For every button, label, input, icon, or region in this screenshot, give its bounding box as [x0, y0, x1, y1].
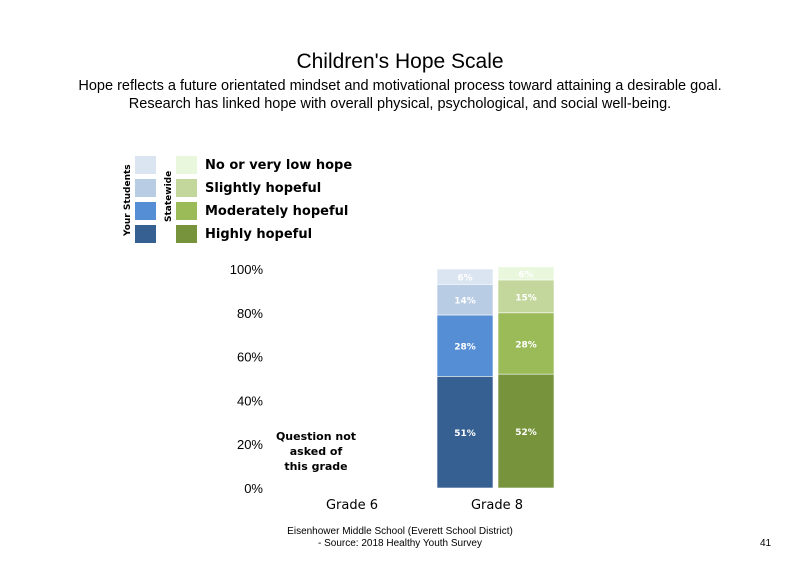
page-number: 41	[760, 538, 772, 549]
bar-segment	[436, 284, 494, 316]
y-tick-label: 20%	[237, 437, 263, 452]
subtitle-line: Hope reflects a future orientated mindse…	[78, 78, 722, 94]
legend-swatch-statewide-none	[176, 156, 197, 174]
footer-source-line: - Source: 2018 Healthy Youth Survey	[318, 538, 482, 549]
x-tick-label: Grade 6	[326, 498, 378, 513]
annotation-text: Question not	[276, 430, 356, 443]
bar-segment	[436, 268, 494, 285]
data-label: 6%	[457, 274, 472, 284]
bar-segment	[497, 266, 555, 281]
legend-swatch-your-students-moderately	[135, 202, 156, 220]
annotation-text: asked of	[290, 445, 343, 458]
legend-swatch-your-students-slightly	[135, 179, 156, 197]
data-label: 52%	[515, 428, 537, 438]
legend-swatch-statewide-highly	[176, 225, 197, 243]
legend-swatch-statewide-moderately	[176, 202, 197, 220]
data-label: 15%	[515, 293, 537, 303]
x-tick-label: Grade 8	[471, 498, 523, 513]
data-label: 28%	[454, 343, 476, 353]
data-label: 14%	[454, 297, 476, 307]
page-title: Children's Hope Scale	[296, 50, 504, 73]
footer-school: Eisenhower Middle School (Everett School…	[287, 526, 513, 537]
subtitle-line: Research has linked hope with overall ph…	[128, 95, 672, 112]
footer-source: Eisenhower Middle School (Everett School…	[250, 526, 550, 550]
page-subtitle: Hope reflects a future orientated mindse…	[50, 78, 750, 113]
annotation-text: this grade	[284, 460, 347, 473]
legend-item-moderately-hopeful: Moderately hopeful	[205, 204, 349, 219]
y-tick-label: 100%	[230, 262, 264, 277]
legend-item-no-or-very-low-hope: No or very low hope	[205, 158, 353, 173]
legend-item-slightly-hopeful: Slightly hopeful	[205, 181, 322, 196]
bar-segment	[497, 279, 555, 314]
bar-segment	[497, 312, 555, 375]
bar-segment	[436, 314, 494, 377]
data-label: 28%	[515, 340, 537, 350]
y-tick-label: 40%	[237, 393, 263, 408]
data-label: 51%	[454, 429, 476, 439]
legend-swatch-your-students-highly	[135, 225, 156, 243]
y-tick-label: 0%	[244, 481, 263, 496]
y-tick-label: 80%	[237, 306, 263, 321]
legend-swatch-your-students-none	[135, 156, 156, 174]
y-tick-label: 60%	[237, 350, 263, 365]
data-label: 6%	[518, 270, 533, 280]
legend-item-highly-hopeful: Highly hopeful	[205, 227, 313, 242]
legend-swatch-statewide-slightly	[176, 179, 197, 197]
